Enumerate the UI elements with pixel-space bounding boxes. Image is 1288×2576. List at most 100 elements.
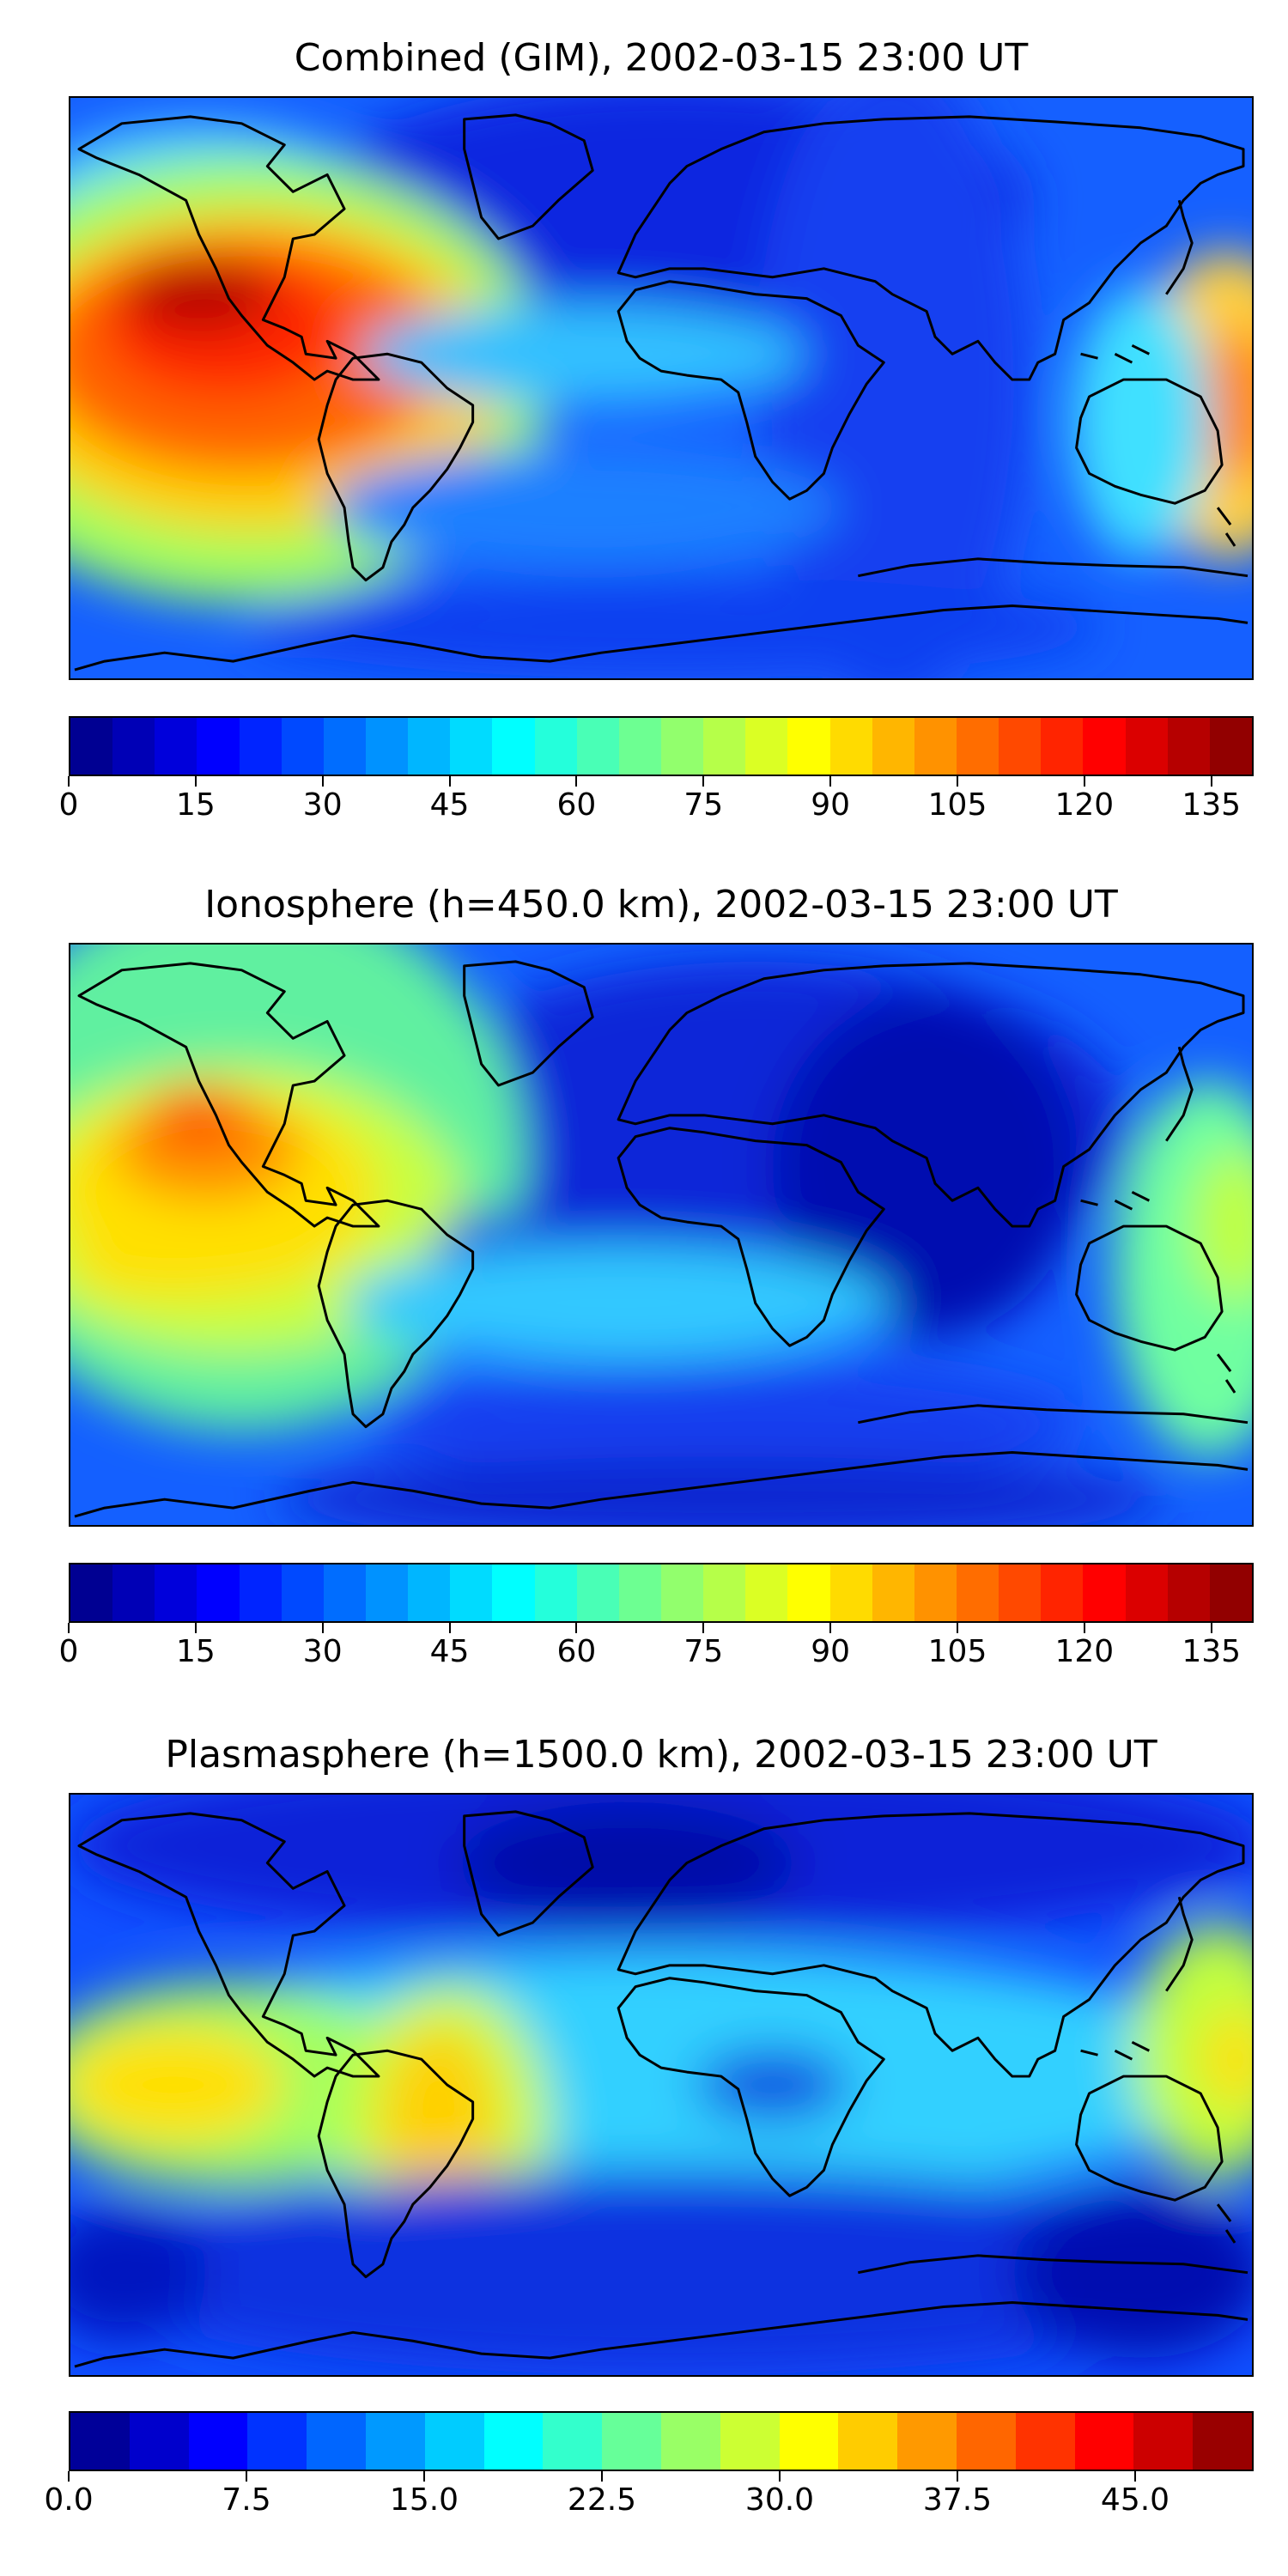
colorbar-segment bbox=[914, 718, 957, 775]
colorbar-segment bbox=[534, 1564, 577, 1621]
colorbar-segment bbox=[1041, 718, 1084, 775]
colorbar-tick-label: 105 bbox=[927, 787, 987, 823]
colorbar-segment bbox=[239, 718, 282, 775]
colorbar-tick-label: 7.5 bbox=[222, 2482, 271, 2518]
colorbar-tick-label: 120 bbox=[1054, 787, 1115, 823]
colorbar-segment bbox=[281, 1564, 324, 1621]
colorbar-segment bbox=[576, 718, 619, 775]
colorbar-segment bbox=[365, 718, 409, 775]
plasmasphere-map-title: Plasmasphere (h=1500.0 km), 2002-03-15 2… bbox=[165, 1733, 1157, 1777]
plasmasphere-field bbox=[70, 1795, 1252, 2375]
colorbar-segment bbox=[914, 1564, 957, 1621]
colorbar-segment bbox=[956, 2413, 1016, 2470]
colorbar-segment bbox=[872, 718, 914, 775]
colorbar-segment bbox=[999, 718, 1042, 775]
colorbar-segment bbox=[1041, 1564, 1084, 1621]
colorbar-segment bbox=[1167, 1564, 1210, 1621]
colorbar-tick-mark bbox=[1083, 1623, 1085, 1633]
colorbar-segment bbox=[323, 1564, 366, 1621]
colorbar-segment bbox=[197, 1564, 240, 1621]
colorbar-tick-label: 22.5 bbox=[567, 2482, 637, 2518]
colorbar-segment bbox=[1193, 2413, 1252, 2470]
colorbar-segment bbox=[450, 1564, 493, 1621]
colorbar-segment bbox=[450, 718, 493, 775]
colorbar-segment bbox=[872, 1564, 914, 1621]
colorbar-tick-label: 60 bbox=[556, 787, 597, 823]
colorbar-segment bbox=[1209, 1564, 1252, 1621]
combined-colorbar bbox=[69, 716, 1254, 776]
colorbar-tick-mark bbox=[68, 1623, 70, 1633]
colorbar-segment bbox=[155, 1564, 197, 1621]
colorbar-segment bbox=[660, 2413, 720, 2470]
colorbar-segment bbox=[129, 2413, 189, 2470]
colorbar-segment bbox=[492, 1564, 535, 1621]
colorbar-tick-label: 37.5 bbox=[922, 2482, 993, 2518]
ionosphere-map-title: Ionosphere (h=450.0 km), 2002-03-15 23:0… bbox=[204, 883, 1118, 927]
colorbar-segment bbox=[155, 718, 197, 775]
colorbar-segment bbox=[197, 718, 240, 775]
colorbar-segment bbox=[188, 2413, 248, 2470]
colorbar-segment bbox=[492, 718, 535, 775]
colorbar-tick-label: 30 bbox=[302, 1634, 343, 1669]
colorbar-segment bbox=[112, 1564, 155, 1621]
ionosphere-colorbar-ticks: 0 15 30 45 60 75 90 105 120 135 bbox=[59, 1623, 1254, 1669]
plasmasphere-colorbar bbox=[69, 2411, 1254, 2471]
colorbar-segment bbox=[1167, 718, 1210, 775]
colorbar-tick-label: 90 bbox=[811, 1634, 851, 1669]
colorbar-tick-label: 90 bbox=[811, 787, 851, 823]
colorbar-tick-label: 0.0 bbox=[44, 2482, 94, 2518]
colorbar-tick-mark bbox=[957, 1623, 958, 1633]
colorbar-tick-mark bbox=[957, 776, 958, 787]
plasmasphere-colorbar-ticks: 0.0 7.5 15.0 22.5 30.0 37.5 45.0 bbox=[44, 2471, 1254, 2518]
colorbar-segment bbox=[1209, 718, 1252, 775]
colorbar-segment bbox=[1083, 1564, 1126, 1621]
colorbar-segment bbox=[829, 1564, 872, 1621]
colorbar-tick-mark bbox=[702, 776, 705, 787]
colorbar-segment bbox=[956, 1564, 999, 1621]
colorbar-tick-label: 45 bbox=[429, 787, 470, 823]
colorbar-tick-mark bbox=[321, 776, 324, 787]
colorbar-segment bbox=[787, 718, 830, 775]
colorbar-segment bbox=[838, 2413, 898, 2470]
colorbar-segment bbox=[543, 2413, 603, 2470]
colorbar-segment bbox=[483, 2413, 544, 2470]
colorbar-segment bbox=[307, 2413, 366, 2470]
colorbar-tick-label: 75 bbox=[683, 787, 724, 823]
colorbar-tick-label: 0 bbox=[58, 787, 79, 823]
plasmasphere-map bbox=[69, 1793, 1254, 2377]
colorbar-tick-mark bbox=[68, 776, 70, 787]
colorbar-tick-label: 30.0 bbox=[744, 2482, 815, 2518]
colorbar-segment bbox=[408, 718, 451, 775]
colorbar-tick-mark bbox=[702, 1623, 705, 1633]
colorbar-segment bbox=[618, 1564, 661, 1621]
colorbar-segment bbox=[999, 1564, 1042, 1621]
colorbar-segment bbox=[1015, 2413, 1075, 2470]
colorbar-segment bbox=[602, 2413, 661, 2470]
colorbar-segment bbox=[365, 2413, 425, 2470]
colorbar-tick-label: 120 bbox=[1054, 1634, 1115, 1669]
colorbar-tick-label: 30 bbox=[302, 787, 343, 823]
colorbar-segment bbox=[720, 2413, 780, 2470]
colorbar-tick-label: 135 bbox=[1182, 787, 1242, 823]
combined-colorbar-ticks: 0 15 30 45 60 75 90 105 120 135 bbox=[59, 776, 1254, 823]
colorbar-segment bbox=[424, 2413, 484, 2470]
colorbar-segment bbox=[618, 718, 661, 775]
colorbar-tick-mark bbox=[779, 2471, 781, 2482]
colorbar-tick-mark bbox=[829, 776, 832, 787]
colorbar-segment bbox=[70, 1564, 113, 1621]
colorbar-segment bbox=[779, 2413, 839, 2470]
colorbar-segment bbox=[703, 1564, 746, 1621]
colorbar-tick-label: 75 bbox=[683, 1634, 724, 1669]
colorbar-tick-label: 135 bbox=[1182, 1634, 1242, 1669]
colorbar-segment bbox=[70, 2413, 130, 2470]
colorbar-segment bbox=[745, 1564, 788, 1621]
colorbar-segment bbox=[829, 718, 872, 775]
colorbar-segment bbox=[70, 718, 113, 775]
colorbar-tick-label: 0 bbox=[58, 1634, 79, 1669]
colorbar-segment bbox=[703, 718, 746, 775]
ionosphere-colorbar bbox=[69, 1563, 1254, 1623]
combined-field bbox=[70, 98, 1252, 678]
colorbar-tick-label: 60 bbox=[556, 1634, 597, 1669]
combined-map-title: Combined (GIM), 2002-03-15 23:00 UT bbox=[294, 36, 1029, 80]
colorbar-tick-mark bbox=[1083, 776, 1085, 787]
